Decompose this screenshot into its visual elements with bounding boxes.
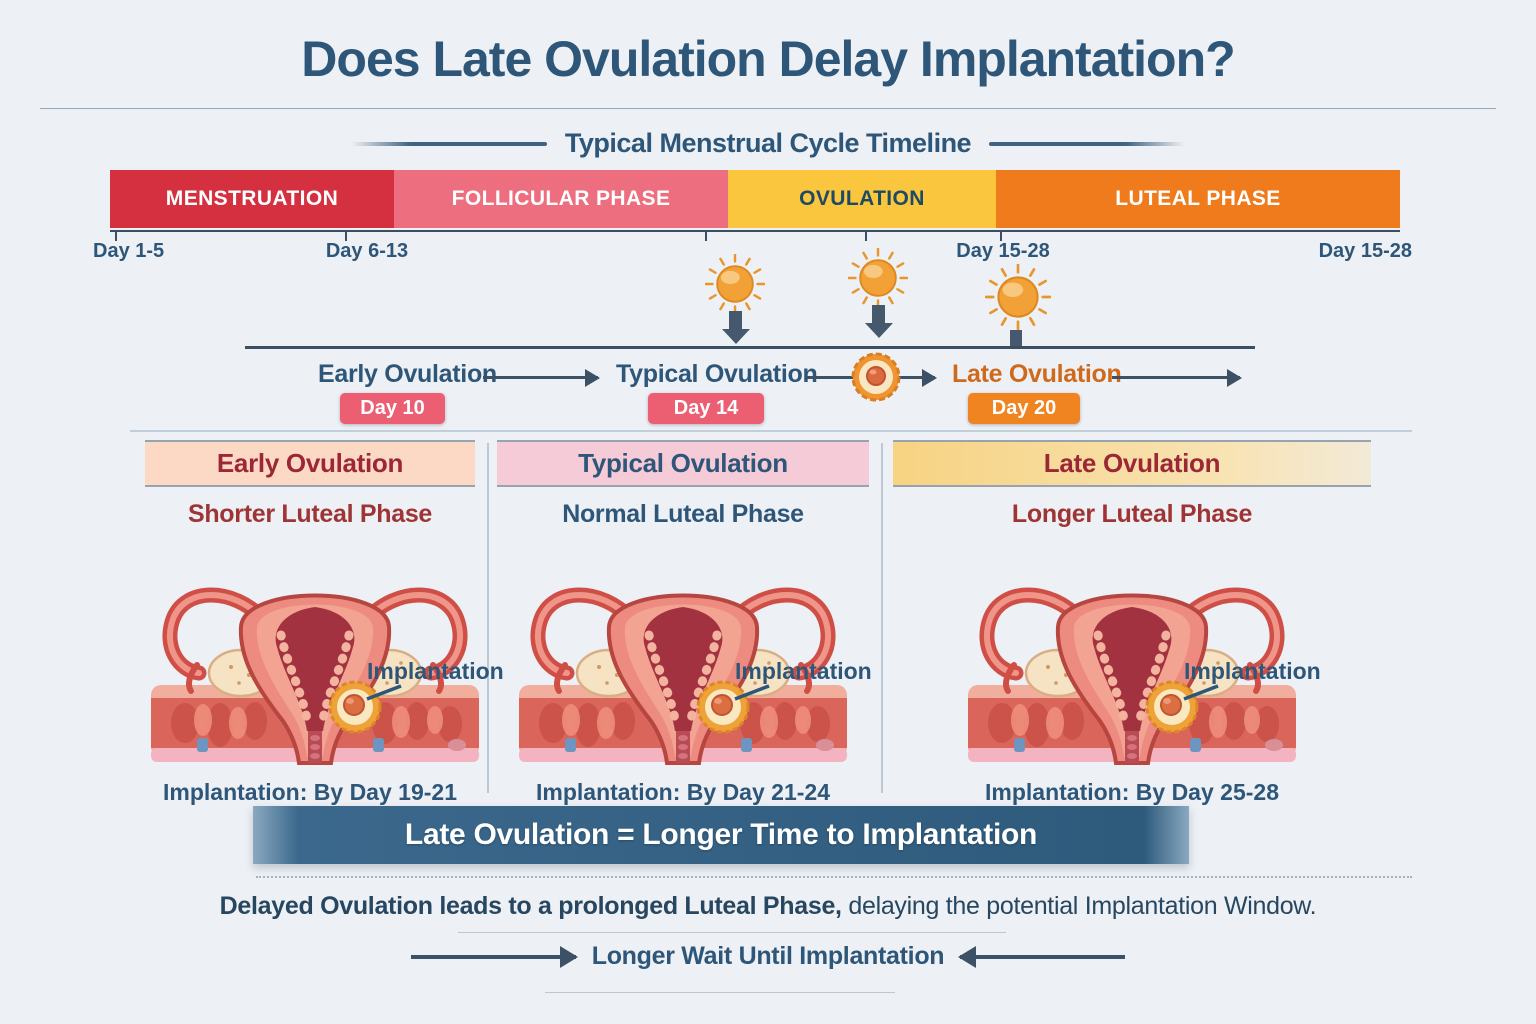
left-arrow-icon (960, 954, 1126, 959)
panel-caption: Implantation: By Day 19-21 (163, 779, 457, 805)
statement-bold: Delayed Ovulation leads to a prolonged L… (219, 892, 842, 920)
down-arrow-icon (872, 305, 885, 323)
ruler-tick (1000, 230, 1002, 241)
ruler-tick (865, 230, 867, 241)
sequence-label-typical: Typical Ovulation (616, 360, 818, 388)
panel-subtitle: Longer Luteal Phase (1011, 500, 1253, 528)
right-arrow-icon (410, 954, 576, 959)
day-range-label: Day 1-5 (93, 240, 165, 262)
day-badge-typical: Day 14 (648, 393, 764, 424)
ruler-tick (115, 230, 117, 241)
day-range-label: Day 15-28 (1318, 240, 1412, 262)
cycle-phase-bar: MENSTRUATION FOLLICULAR PHASE OVULATION … (110, 170, 1400, 228)
panel-late-ovulation: Late Ovulation Longer Luteal Phase (893, 440, 1371, 806)
explanation-statement: Delayed Ovulation leads to a prolonged L… (0, 892, 1536, 921)
dotted-divider (256, 876, 1412, 878)
footer-label: Longer Wait Until Implantation (591, 942, 945, 970)
right-arrow-icon (1112, 376, 1240, 379)
title-divider (40, 108, 1496, 109)
conclusion-banner: Late Ovulation = Longer Time to Implanta… (253, 806, 1189, 864)
phase-segment-follicular: FOLLICULAR PHASE (394, 170, 728, 228)
uterus-illustration: Implantation (145, 535, 504, 775)
sequence-label-early: Early Ovulation (318, 360, 497, 388)
implantation-annotation: Implantation (735, 658, 872, 684)
panel-early-ovulation: Early Ovulation Shorter Luteal Phase (145, 440, 504, 806)
uterus-graphic (151, 587, 479, 765)
timeline-heading-row: Typical Menstrual Cycle Timeline (0, 128, 1536, 159)
timeline-connector-tick (1010, 330, 1022, 346)
statement-rest: delaying the potential Implantation Wind… (841, 892, 1317, 920)
ruler-tick (705, 230, 707, 241)
conclusion-banner-text: Late Ovulation = Longer Time to Implanta… (404, 818, 1038, 851)
sun-icon (985, 264, 1051, 330)
panel-subtitle: Shorter Luteal Phase (187, 500, 433, 528)
phase-segment-ovulation: OVULATION (728, 170, 996, 228)
panel-title: Early Ovulation (145, 440, 475, 487)
footer-divider-top (458, 932, 1006, 933)
decorative-line-left (351, 141, 547, 146)
day-badge-late: Day 20 (968, 393, 1080, 424)
panels-top-divider (130, 430, 1412, 432)
footer-divider-bottom (545, 992, 895, 993)
panel-caption: Implantation: By Day 21-24 (536, 779, 830, 805)
sun-icon (705, 254, 765, 314)
panel-title: Late Ovulation (893, 440, 1371, 487)
ovum-icon (851, 352, 901, 402)
right-arrow-icon (483, 376, 598, 379)
day-range-label: Day 15-28 (956, 240, 1050, 262)
sequence-label-late: Late Ovulation (952, 360, 1122, 388)
sun-icon (848, 248, 908, 308)
panel-caption: Implantation: By Day 25-28 (985, 779, 1279, 805)
uterus-illustration: Implantation (513, 535, 872, 775)
ruler-tick (345, 230, 347, 241)
page-title: Does Late Ovulation Delay Implantation? (301, 31, 1235, 87)
panel-divider (881, 443, 883, 793)
timeline-heading: Typical Menstrual Cycle Timeline (564, 128, 972, 158)
uterus-graphic (519, 587, 847, 765)
panel-divider (487, 443, 489, 793)
day-range-label: Day 6-13 (325, 240, 409, 262)
panel-typical-ovulation: Typical Ovulation Normal Luteal Phase (497, 440, 872, 806)
day-badge-early: Day 10 (340, 393, 445, 424)
phase-segment-menstruation: MENSTRUATION (110, 170, 394, 228)
down-arrow-icon (729, 311, 742, 329)
panel-title: Typical Ovulation (497, 440, 869, 487)
implantation-annotation: Implantation (367, 658, 504, 684)
implantation-annotation: Implantation (1184, 658, 1321, 684)
decorative-line-right (989, 141, 1185, 146)
footer-row: Longer Wait Until Implantation (0, 942, 1536, 971)
uterus-illustration: Implantation (962, 535, 1321, 775)
uterus-graphic (968, 587, 1296, 765)
phase-segment-luteal: LUTEAL PHASE (996, 170, 1400, 228)
timeline-ruler (110, 230, 1400, 232)
ovulation-axis-line (245, 346, 1255, 349)
panel-subtitle: Normal Luteal Phase (562, 500, 804, 528)
